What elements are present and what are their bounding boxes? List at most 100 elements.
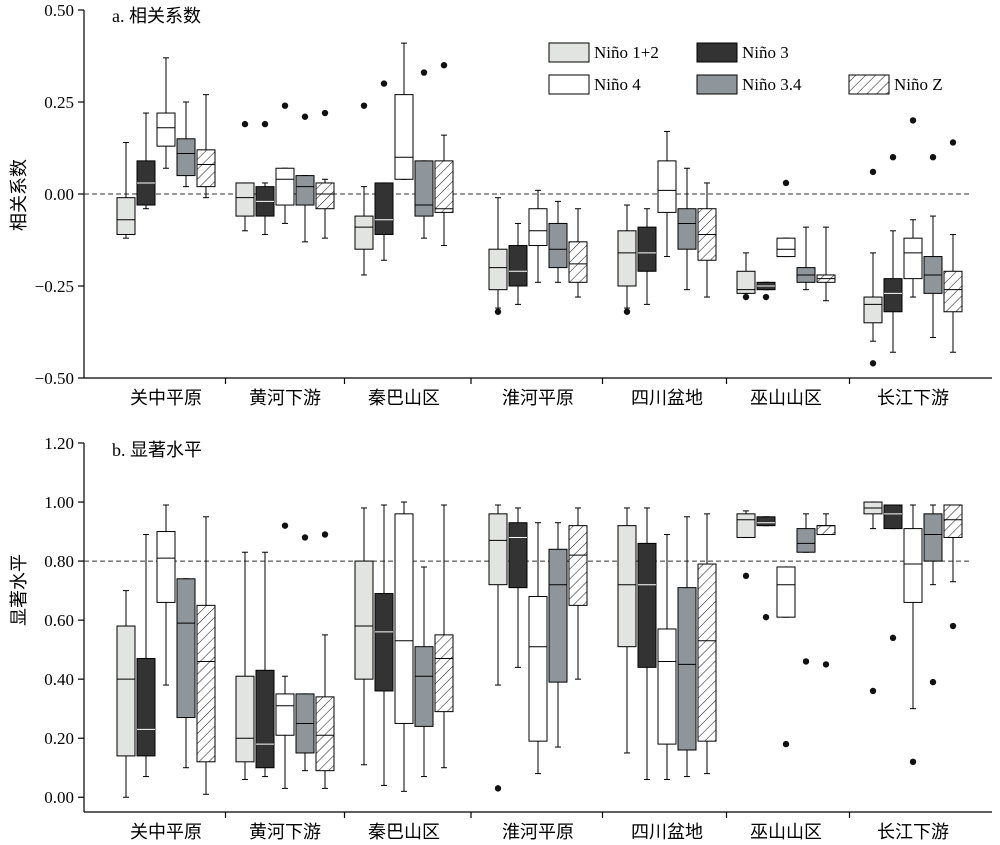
outlier-point xyxy=(782,740,790,748)
outlier-point xyxy=(869,168,877,176)
box-3-2 xyxy=(414,69,434,239)
box-iqr xyxy=(943,270,963,313)
y-tick-label: 0.20 xyxy=(44,729,74,748)
box-0-4 xyxy=(617,507,637,754)
x-category-label: 黄河下游 xyxy=(249,822,321,842)
panel-b-plot-area xyxy=(83,443,992,813)
legend-label-n4: Niño 4 xyxy=(594,75,641,94)
outlier-point xyxy=(949,622,957,630)
box-iqr xyxy=(508,245,528,287)
box-iqr xyxy=(156,112,176,147)
box-iqr xyxy=(196,604,216,763)
box-1-5 xyxy=(756,516,776,621)
box-iqr xyxy=(156,531,176,603)
box-iqr xyxy=(275,693,295,736)
box-0-5 xyxy=(736,510,756,580)
box-1-0 xyxy=(136,112,156,210)
box-4-4 xyxy=(697,513,717,775)
x-category-label: 关中平原 xyxy=(130,388,202,408)
box-3-6 xyxy=(923,154,943,339)
legend-swatch-n3 xyxy=(696,42,738,63)
box-2-3 xyxy=(528,189,548,283)
box-4-5 xyxy=(816,226,836,302)
outlier-point xyxy=(802,658,810,665)
box-iqr xyxy=(116,625,136,757)
box-0-1 xyxy=(235,551,255,781)
outlier-point xyxy=(301,534,309,541)
box-iqr xyxy=(394,513,414,724)
y-tick-label: 0.60 xyxy=(44,611,74,630)
box-iqr xyxy=(528,208,548,247)
outlier-point xyxy=(869,360,877,367)
box-iqr xyxy=(697,563,717,742)
box-0-0 xyxy=(116,590,136,798)
outlier-point xyxy=(301,113,309,120)
box-4-4 xyxy=(697,182,717,298)
y-tick-label: 0.80 xyxy=(44,552,74,571)
outlier-point xyxy=(494,308,502,315)
box-iqr xyxy=(617,230,637,287)
box-iqr xyxy=(548,222,568,269)
box-1-1 xyxy=(255,551,275,778)
x-category-label: 四川盆地 xyxy=(631,822,703,842)
legend-swatch-n34 xyxy=(696,74,738,95)
box-3-5 xyxy=(796,226,816,291)
box-iqr xyxy=(488,248,508,291)
box-iqr xyxy=(136,657,156,757)
y-tick-label: 0.00 xyxy=(44,788,74,807)
box-2-4 xyxy=(657,130,677,258)
outlier-point xyxy=(949,139,957,146)
legend-swatch-n12 xyxy=(548,42,590,63)
outlier-point xyxy=(889,154,897,161)
box-2-3 xyxy=(528,522,548,775)
box-3-5 xyxy=(796,513,816,665)
box-3-3 xyxy=(548,522,568,748)
box-1-6 xyxy=(883,154,903,353)
box-iqr xyxy=(488,513,508,586)
box-iqr xyxy=(116,197,136,235)
panel-a-y-axis-label: 相关系数 xyxy=(9,159,29,231)
box-iqr xyxy=(235,675,255,763)
y-tick-label: 0.50 xyxy=(44,1,74,20)
box-4-0 xyxy=(196,516,216,795)
box-iqr xyxy=(883,278,903,313)
outlier-point xyxy=(380,80,388,87)
y-tick-label: 1.00 xyxy=(44,493,74,512)
panel-b-significance: b. 显著水平 显著水平 1.20 1.00 0.80 0.60 0.40 0.20 0.0… xyxy=(9,434,992,842)
box-iqr xyxy=(528,596,548,742)
box-iqr xyxy=(374,182,394,235)
box-1-6 xyxy=(883,504,903,642)
box-0-5 xyxy=(736,252,756,301)
box-1-2 xyxy=(374,504,394,786)
outlier-point xyxy=(909,758,917,766)
box-2-0 xyxy=(156,504,176,686)
box-3-4 xyxy=(677,516,697,778)
panel-a-x-ticks: 关中平原 黄河下游 秦巴山区 淮河平原 四川盆地 巫山山区 长江下游 xyxy=(130,378,949,408)
box-2-1 xyxy=(275,522,295,789)
box-1-5 xyxy=(756,281,776,301)
box-iqr xyxy=(816,525,836,536)
x-category-label: 巫山山区 xyxy=(750,388,822,408)
x-category-label: 长江下游 xyxy=(877,822,949,842)
box-iqr xyxy=(677,208,697,250)
panel-a-title: a. 相关系数 xyxy=(112,6,201,26)
box-0-2 xyxy=(354,507,374,766)
box-iqr xyxy=(637,542,657,668)
box-iqr xyxy=(736,513,756,538)
box-iqr xyxy=(657,628,677,745)
box-4-3 xyxy=(568,208,588,298)
legend-swatch-nz xyxy=(848,74,890,95)
box-iqr xyxy=(568,525,588,606)
outlier-point xyxy=(281,102,289,109)
box-2-6 xyxy=(903,117,923,298)
box-iqr xyxy=(295,175,315,206)
box-3-0 xyxy=(176,101,196,188)
legend-label-nz: Niño Z xyxy=(894,75,943,94)
box-2-5 xyxy=(776,566,796,748)
x-category-label: 淮河平原 xyxy=(502,822,574,842)
box-iqr xyxy=(176,138,196,177)
x-category-label: 长江下游 xyxy=(877,388,949,408)
panel-a-y-ticks: 0.50 0.25 0.00 −0.25 −0.50 xyxy=(35,1,84,388)
box-0-6 xyxy=(863,501,883,695)
outlier-point xyxy=(929,154,937,161)
